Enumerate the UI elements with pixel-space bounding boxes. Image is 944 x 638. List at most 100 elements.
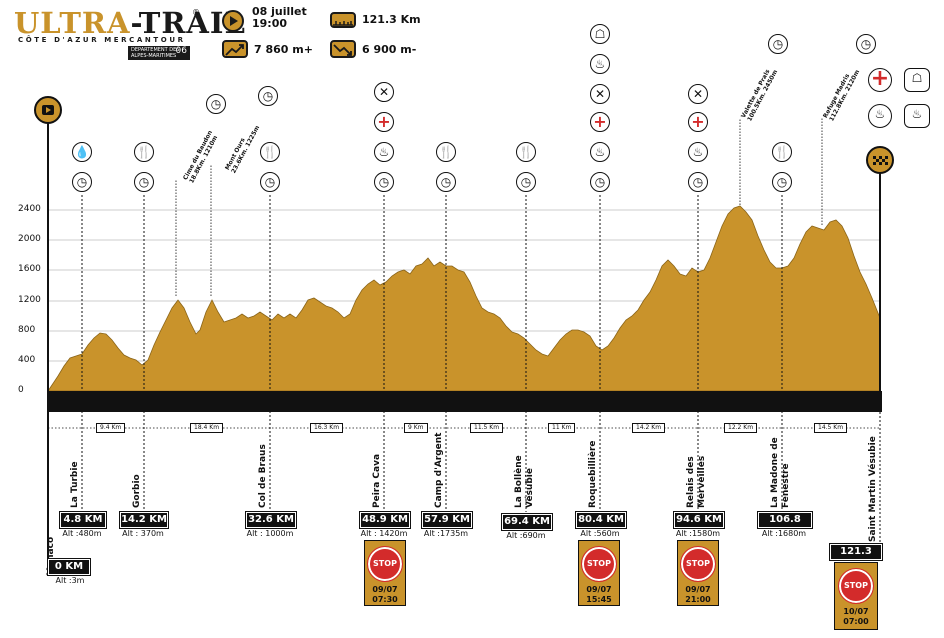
food-icon: 🍴 [772,142,792,162]
hot-meal-icon: ♨ [590,142,610,162]
distance-value: 121.3 Km [362,13,421,26]
cutoff-date: 10/07 [843,607,869,616]
elevation-loss-value: 6 900 m- [362,43,417,56]
segment-label: 14.2 Km [632,423,666,433]
checkpoint-altitude: Alt :480m [62,529,102,538]
cutoff-hour: 07:00 [843,617,869,626]
department-text: DEPARTEMENT DES ALPES-MARITIMES [131,47,180,59]
checkpoint-name: La Bollène Vésubie [514,455,535,508]
no-assistance-icon: ✕ [688,84,708,104]
stop-sign-icon: STOP [581,546,617,582]
start-info: 08 juillet 19:00 [252,6,307,30]
checkpoint-name: Camp d'Argent [434,432,444,509]
cutoff-time: 09/07 21:00 [678,585,718,605]
baseline-bar [48,391,882,412]
y-tick: 1200 [18,295,41,305]
checkpoint-name: Peira Cava [372,453,382,508]
checkpoint-km: 48.9 KM [359,511,411,529]
y-tick: 0 [18,385,24,395]
checkpoint-altitude: Alt :1735m [423,529,469,538]
stop-sign-icon: STOP [838,568,874,604]
no-assistance-icon: ✕ [590,84,610,104]
timing-clock-icon: ◷ [856,34,876,54]
checkpoint-name: Saint Martin Vésubie [868,436,878,542]
cutoff-date: 09/07 [372,585,398,594]
checkpoint-altitude: Alt :1580m [675,529,721,538]
department-badge: DEPARTEMENT DES ALPES-MARITIMES 06 [128,46,190,60]
timing-clock-icon: ◷ [134,172,154,192]
segment-label: 12.2 Km [724,423,758,433]
segment-label: 11 Km [548,423,576,433]
food-icon: 🍴 [516,142,536,162]
checkpoint-altitude: Alt :1680m [761,529,807,538]
segment-label: 9.4 Km [96,423,126,433]
start-time-icon [222,10,244,32]
stop-sign-icon: STOP [367,546,403,582]
sleep-bed-icon: ☖ [904,68,930,92]
sleep-bed-icon: ☖ [590,24,610,44]
distance-icon [330,12,356,28]
medical-cross-icon: + [688,112,708,132]
timing-clock-icon: ◷ [260,172,280,192]
y-tick: 400 [18,355,36,365]
checkpoint-km: 80.4 KM [575,511,627,529]
checkpoint-km: 69.4 KM [501,513,553,531]
hot-meal-icon: ♨ [868,104,892,128]
elevation-gain-value: 7 860 m+ [254,43,313,56]
timing-clock-icon: ◷ [258,86,278,106]
logo-subtitle: CÔTE D'AZUR MERCANTOUR [18,36,186,44]
segment-label: 16.3 Km [310,423,344,433]
cutoff-time: 09/07 15:45 [579,585,619,605]
timing-clock-icon: ◷ [72,172,92,192]
start-marker-icon [34,96,62,124]
y-tick: 1600 [18,264,41,274]
massage-icon: ♨ [904,104,930,128]
massage-icon: ♨ [590,54,610,74]
logo-ultra: ULTRA [14,6,131,40]
hot-meal-icon: ♨ [688,142,708,162]
segment-label: 9 Km [404,423,428,433]
checkpoint-altitude: Alt : 370m [122,529,164,538]
food-icon: 🍴 [436,142,456,162]
segment-label: 11.5 Km [470,423,504,433]
cutoff-hour: 07:30 [372,595,398,604]
hot-meal-icon: ♨ [374,142,394,162]
department-number: 06 [175,46,187,56]
cutoff-box: STOP 09/07 21:00 [677,540,719,606]
finish-flag-icon [866,146,894,174]
checkpoint-km: 106.8 KM [757,511,813,539]
cutoff-box: STOP 10/07 07:00 [834,562,878,630]
checkpoint-name: La Madone de Fenestre [770,437,791,508]
cutoff-box: STOP 09/07 07:30 [364,540,406,606]
checkpoint-km: 121.3 KM [829,543,883,571]
start-time: 19:00 [252,17,288,30]
peak-lines [175,118,823,296]
checkpoint-name: La Turbie [70,461,80,508]
stop-sign-icon: STOP [680,546,716,582]
elevation-area [47,205,881,392]
cutoff-time: 09/07 07:30 [365,585,405,605]
cutoff-date: 09/07 [586,585,612,594]
no-assistance-icon: ✕ [374,82,394,102]
checkpoint-altitude: Alt :690m [506,531,546,540]
checkpoint-km: 57.9 KM [421,511,473,529]
timing-clock-icon: ◷ [772,172,792,192]
checkpoint-km: 0 KM [47,558,91,576]
cutoff-hour: 15:45 [586,595,612,604]
checkpoint-name: Gorbio [132,474,142,508]
cutoff-hour: 21:00 [685,595,711,604]
checkpoint-altitude: Alt :560m [580,529,620,538]
checkpoint-lines [81,195,881,544]
y-tick: 2000 [18,234,41,244]
checkpoint-altitude: Alt : 1000m [246,529,294,538]
food-icon: 🍴 [260,142,280,162]
checkpoint-km: 32.6 KM [245,511,297,529]
medical-cross-icon: + [868,68,892,92]
timing-clock-icon: ◷ [590,172,610,192]
timing-clock-icon: ◷ [768,34,788,54]
checkpoint-name: Col de Braus [258,444,268,508]
logo-registered: ® [192,8,200,17]
y-tick: 2400 [18,204,41,214]
checkpoint-altitude: Alt : 1420m [360,529,408,538]
